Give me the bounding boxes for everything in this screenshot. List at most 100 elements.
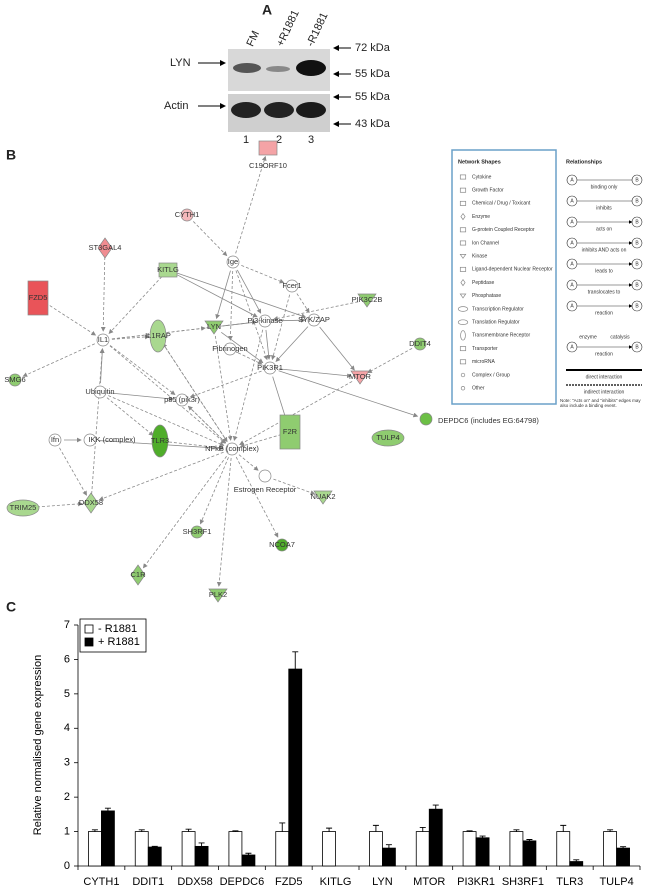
end-label: B [635, 198, 639, 204]
bar [603, 831, 617, 867]
legend-label: catalysis [610, 334, 630, 340]
end-label: B [635, 344, 639, 350]
x-tick-label: TLR3 [556, 876, 583, 888]
node-label: SMG6 [4, 375, 25, 384]
node-label: NUAK2 [310, 492, 335, 501]
band [233, 63, 261, 73]
bar [288, 668, 303, 867]
band [231, 102, 261, 118]
bar [134, 831, 149, 867]
node-label: SH3RF1 [183, 527, 212, 536]
node-shape [27, 280, 49, 316]
end-label: B [635, 177, 639, 183]
node-shape [459, 254, 467, 259]
legend-swatch [84, 624, 94, 634]
legend-shapes: Cytokine Growth Factor Chemical / Drug / T… [457, 174, 553, 392]
edge [176, 272, 307, 319]
nodes: C19ORF10 CYTH1 ST3GAL4 FZD5 KITLG Ige Fcer1 PIK… [4, 140, 539, 603]
lane-label: FM [244, 29, 262, 48]
edge [106, 397, 154, 436]
y-tick-label: 7 [64, 619, 70, 631]
end-label: A [570, 198, 574, 204]
edge [111, 334, 150, 340]
x-tick-label: SH3RF1 [502, 876, 544, 888]
node-shape [97, 237, 113, 259]
edge [241, 265, 285, 284]
edge [367, 347, 413, 374]
panel-label: A [262, 2, 272, 18]
legend-label: inhibits [596, 205, 612, 211]
bar [322, 831, 336, 867]
error-bar [560, 824, 567, 832]
x-tick-label: KITLG [320, 876, 352, 888]
legend-label: direct interaction [586, 374, 623, 380]
node-shape [48, 433, 62, 447]
node-shape [263, 361, 277, 375]
node-label: CYTH1 [175, 210, 200, 219]
edge [100, 256, 106, 332]
x-tick-label: DEPDC6 [220, 876, 265, 888]
legend-label: reaction [595, 351, 613, 357]
legend-label: indirect interaction [584, 389, 625, 395]
legend-label: translocates to [588, 289, 621, 295]
bar [616, 847, 630, 867]
edge [109, 345, 226, 444]
node-shape [96, 333, 110, 347]
node-label: DDX58 [79, 498, 103, 507]
end-label: B [635, 240, 639, 246]
edge [271, 294, 291, 361]
node-shape [459, 187, 467, 193]
error-bar [292, 651, 299, 670]
edge [214, 335, 233, 441]
node-shape [8, 373, 22, 387]
error-bar [432, 804, 439, 810]
node-label: Ubiquitin [85, 387, 114, 396]
node-label: IL1 [98, 335, 108, 344]
legend-label: Transmembrane Receptor [472, 333, 531, 339]
node-label: DDIT4 [409, 339, 431, 348]
bar [415, 831, 430, 867]
node-label: TLR3 [151, 436, 169, 445]
error-bar [245, 852, 252, 855]
error-bar [151, 845, 158, 848]
edge [239, 434, 282, 448]
edge [109, 345, 176, 396]
node-label: NFkB (complex) [205, 444, 259, 453]
x-tick-label: CYTH1 [83, 876, 119, 888]
node-label: Ige [228, 257, 238, 266]
node-shape [258, 140, 278, 156]
edge [235, 456, 279, 538]
node-shape [285, 279, 299, 293]
legend-label: microRNA [472, 359, 495, 365]
edge [228, 270, 234, 341]
bar [101, 810, 115, 867]
panel-b: B C19ORF10 CYTH1 ST3GAL4 FZD5 KITLG Ige Fcer1 P… [4, 140, 643, 603]
node-shape [83, 492, 99, 514]
node-shape [460, 330, 466, 341]
node-shape [371, 429, 405, 447]
node-label: IL1RAP [145, 331, 171, 340]
error-bar [526, 839, 533, 841]
edge [45, 302, 97, 336]
node-label: PLK2 [209, 590, 227, 599]
legend-label: Ligand-dependent Nuclear Receptor [472, 267, 553, 273]
edge [98, 451, 224, 501]
bar [181, 831, 196, 867]
y-tick-label: 6 [64, 653, 70, 665]
panel-c: C Relative normalised gene expression 0 1… [6, 599, 641, 888]
node-shape [130, 564, 146, 586]
node-shape [6, 499, 40, 517]
node-label: LYN [207, 322, 221, 331]
edge [175, 273, 258, 318]
node-shape [190, 525, 204, 539]
x-tick-label: MTOR [413, 876, 445, 888]
end-label: A [570, 240, 574, 246]
edge [22, 343, 95, 377]
x-tick-label: LYN [372, 876, 393, 888]
error-bar [479, 835, 486, 838]
lane-label: -R1881 [304, 11, 330, 49]
node-shape [226, 255, 240, 269]
error-bar [607, 829, 614, 832]
edge [273, 478, 316, 495]
